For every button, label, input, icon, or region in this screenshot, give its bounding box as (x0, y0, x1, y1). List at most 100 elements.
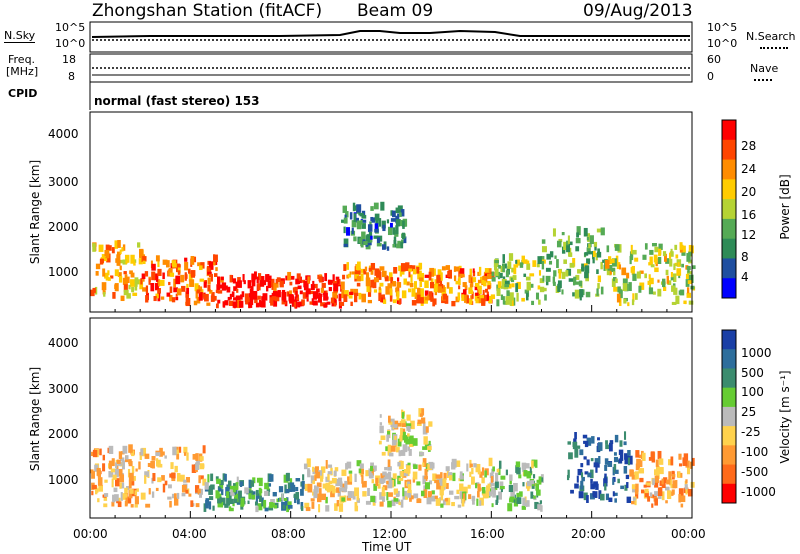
data-cell (678, 453, 682, 460)
data-cell (144, 475, 147, 484)
data-cell (531, 300, 535, 306)
data-cell (617, 286, 621, 293)
data-cell (321, 471, 324, 479)
data-cell (541, 260, 545, 270)
data-cell (361, 468, 364, 475)
data-cell (445, 466, 450, 472)
data-cell (215, 289, 219, 294)
data-cell (686, 292, 692, 298)
data-cell (468, 299, 473, 305)
data-cell (417, 287, 421, 297)
data-cell (647, 496, 651, 502)
data-cell (650, 277, 654, 285)
data-cell (219, 284, 224, 289)
data-cell (362, 491, 367, 497)
data-cell (217, 276, 221, 285)
data-cell (112, 474, 117, 480)
data-cell (639, 477, 644, 483)
data-cell (488, 295, 492, 304)
data-cell (584, 252, 589, 256)
data-cell (374, 223, 379, 230)
data-cell (437, 269, 442, 278)
data-cell (117, 251, 122, 255)
data-cell (635, 491, 639, 499)
data-cell (388, 415, 391, 423)
data-cell (296, 498, 300, 505)
data-cell (112, 291, 116, 299)
data-cell (387, 283, 393, 289)
data-cell (343, 294, 348, 303)
data-cell (541, 246, 547, 253)
data-cell (657, 450, 662, 460)
data-cell (124, 274, 128, 280)
data-cell (428, 291, 433, 301)
data-cell (495, 499, 499, 505)
data-cell (411, 288, 416, 297)
colorbar-swatch (722, 199, 736, 220)
data-cell (574, 289, 580, 299)
data-cell (674, 262, 679, 267)
nsearch-legend-line (760, 47, 788, 49)
data-cell (299, 290, 303, 295)
data-cell (356, 282, 361, 287)
data-cell (107, 270, 110, 276)
data-cell (631, 269, 635, 275)
data-cell (661, 478, 664, 485)
data-cell (226, 491, 232, 500)
data-cell (658, 243, 663, 250)
data-cell (135, 468, 138, 472)
data-cell (490, 476, 494, 483)
data-cell (459, 471, 463, 480)
data-cell (419, 451, 425, 456)
data-cell (649, 249, 654, 255)
data-cell (344, 480, 348, 489)
data-cell (494, 268, 499, 276)
data-cell (405, 465, 411, 474)
data-cell (537, 256, 542, 265)
data-cell (401, 419, 406, 426)
data-cell (97, 498, 100, 503)
data-cell (618, 264, 622, 270)
data-cell (399, 269, 403, 277)
data-cell (387, 459, 391, 467)
data-cell (91, 471, 95, 479)
data-cell (331, 477, 337, 484)
data-cell (257, 295, 261, 300)
data-cell (382, 471, 387, 476)
data-cell (589, 493, 595, 500)
nsearch-label: N.Search (746, 30, 796, 43)
data-cell (288, 488, 293, 492)
data-cell (276, 498, 280, 503)
data-cell (487, 285, 491, 290)
data-cell (635, 293, 638, 300)
data-cell (378, 286, 381, 291)
data-cell (614, 469, 619, 474)
data-cell (382, 294, 385, 300)
data-cell (410, 420, 415, 430)
data-cell (425, 463, 429, 472)
data-cell (682, 457, 688, 466)
data-cell (691, 265, 696, 270)
data-cell (486, 485, 491, 494)
noise-tick-low-left: 10^0 (55, 37, 86, 50)
data-cell (597, 283, 600, 289)
data-cell (598, 442, 603, 451)
data-cell (92, 449, 98, 458)
data-cell (341, 219, 346, 223)
data-cell (507, 261, 512, 269)
data-cell (588, 251, 593, 255)
data-cell (674, 244, 678, 250)
colorbar-swatch (722, 278, 736, 299)
velocity-panel (90, 408, 695, 513)
data-cell (328, 480, 333, 484)
data-cell (687, 489, 693, 497)
cpid-label: CPID (8, 87, 38, 100)
data-cell (219, 482, 224, 489)
data-cell (503, 300, 508, 305)
data-cell (267, 483, 272, 487)
data-cell (492, 489, 496, 498)
data-cell (181, 484, 187, 493)
data-cell (176, 472, 181, 482)
data-cell (381, 244, 386, 250)
data-cell (226, 491, 230, 499)
